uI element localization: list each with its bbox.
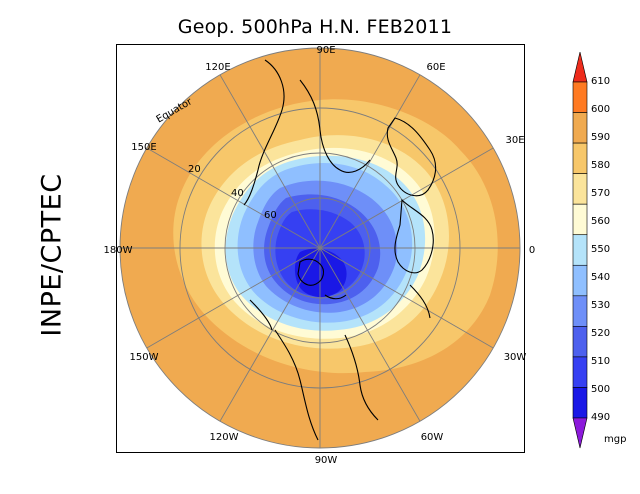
colorbar-bottom-arrow [572,417,588,449]
colorbar-swatch [572,326,588,358]
longitude-labels: 90E 60E 30E 0 30W 60W 90W 120W 150W 180W… [104,45,536,466]
colorbar-level-label: 600 [591,104,610,115]
colorbar-level-label: 550 [591,244,610,255]
lon-label-120w: 120W [210,432,239,443]
colorbar-level-label: 540 [591,272,610,283]
colorbar-swatch [572,112,588,144]
colorbar-level-label: 560 [591,216,610,227]
map-frame [116,44,525,453]
colorbar-swatch [572,264,588,297]
graticule [119,47,521,449]
colorbar-level-label: 580 [591,160,610,171]
colorbar-level-label: 590 [591,132,610,143]
coastlines [243,59,437,441]
colorbar-level-label: 500 [591,384,610,395]
lon-label-120e: 120E [205,62,230,73]
colorbar-swatch [572,234,588,266]
colorbar-swatch [572,356,588,388]
lon-label-90e: 90E [316,45,335,56]
colorbar-swatch [572,142,588,174]
map-title: Geop. 500hPa H.N. FEB2011 [177,16,453,38]
lon-label-60e: 60E [426,62,445,73]
lon-label-150e: 150E [131,142,156,153]
lat-label-20: 20 [188,164,201,175]
lat-label-40: 40 [231,188,244,199]
colorbar-level-label: 570 [591,188,610,199]
colorbar-swatch [572,387,588,419]
colorbar-level-label: 510 [591,356,610,367]
colorbar-unit: mgp [604,434,626,445]
lon-label-180w: 180W [104,245,133,256]
colorbar-top-arrow [572,52,588,83]
colorbar: 610600590580570560550540530520510500490 … [572,52,626,449]
colorbar-level-label: 530 [591,300,610,311]
colorbar-swatch [572,203,588,236]
lon-label-150w: 150W [130,352,159,363]
lon-label-60w: 60W [421,432,444,443]
colorbar-swatch [572,295,588,327]
colorbar-swatch [572,81,588,113]
colorbar-swatch [572,173,588,205]
lat-label-60: 60 [264,210,277,221]
lon-label-90w: 90W [315,455,338,466]
lon-label-30w: 30W [504,352,527,363]
lon-label-30e: 30E [505,135,524,146]
lon-label-0: 0 [529,245,535,256]
colorbar-level-label: 520 [591,328,610,339]
colorbar-level-label: 610 [591,76,610,87]
colorbar-level-label: 490 [591,412,610,423]
